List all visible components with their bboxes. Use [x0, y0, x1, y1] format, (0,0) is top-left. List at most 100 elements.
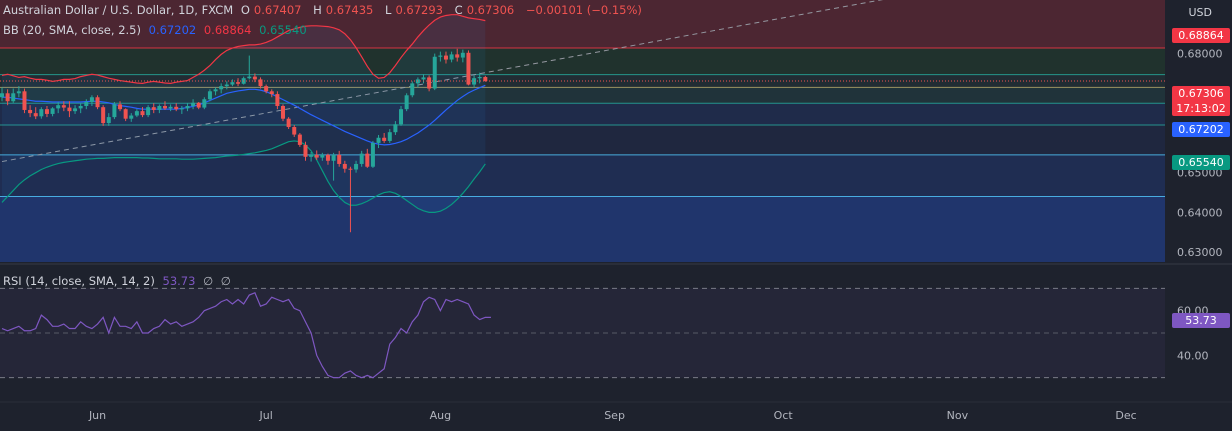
close-price-label: 0.67306 17:13:02	[1172, 86, 1230, 116]
candle	[359, 150, 364, 167]
candle	[404, 93, 409, 112]
high-label: H	[313, 3, 322, 17]
candle-body	[224, 84, 229, 87]
candle-body	[28, 109, 33, 114]
candle-body	[247, 76, 252, 79]
bb-legend[interactable]: BB (20, SMA, close, 2.5) 0.67202 0.68864…	[3, 23, 311, 37]
candle-body	[33, 113, 38, 117]
candle-body	[106, 117, 111, 124]
candle-body	[78, 105, 83, 109]
bb-basis-value: 0.67202	[148, 23, 197, 37]
candle	[247, 55, 252, 80]
candle-body	[427, 77, 432, 89]
candle-body	[320, 154, 325, 158]
candle-body	[286, 118, 291, 128]
candle-body	[376, 137, 381, 143]
candle	[56, 102, 61, 114]
ohlc-open: O 0.67407	[241, 3, 306, 17]
rsi-tick-label: 40.00	[1177, 349, 1209, 362]
candle	[314, 150, 319, 160]
candle-body	[365, 153, 370, 167]
change-value: −0.00101 (−0.15%)	[525, 3, 642, 17]
candle	[483, 75, 488, 82]
basis-price-label: 0.67202	[1172, 122, 1230, 137]
candle	[236, 78, 241, 87]
price-zone-1	[0, 48, 1165, 75]
candle	[134, 109, 139, 118]
candle	[286, 117, 291, 130]
rsi-legend[interactable]: RSI (14, close, SMA, 14, 2) 53.73 ∅ ∅	[3, 274, 235, 288]
candle	[196, 102, 201, 110]
candle-body	[213, 89, 218, 92]
candle	[16, 86, 21, 98]
candle	[264, 84, 269, 94]
candle-body	[151, 107, 156, 110]
candle	[230, 79, 235, 87]
candle	[213, 87, 218, 96]
low-value: 0.67293	[395, 3, 443, 17]
candle	[123, 108, 128, 122]
candle	[365, 148, 370, 168]
high-value: 0.67435	[325, 3, 374, 17]
candle	[151, 103, 156, 114]
time-tick-label: Sep	[604, 409, 625, 422]
candle-body	[112, 104, 117, 118]
candle	[354, 160, 359, 173]
candle-body	[359, 153, 364, 164]
rsi-value: 53.73	[162, 274, 196, 288]
candle-body	[348, 168, 353, 170]
ohlc-high: H 0.67435	[313, 3, 377, 17]
candle-body	[370, 142, 375, 167]
candle-body	[331, 154, 336, 161]
candle	[61, 101, 66, 112]
price-zone-5	[0, 125, 1165, 155]
candle-body	[207, 91, 212, 100]
candle-body	[179, 108, 184, 110]
candle-body	[84, 102, 89, 106]
candle	[427, 75, 432, 92]
candle-body	[354, 163, 359, 170]
bollinger-basis-line	[2, 84, 486, 146]
candle	[50, 107, 55, 117]
candle-body	[337, 154, 342, 164]
candle	[174, 103, 179, 112]
candle	[146, 105, 151, 118]
close-price-value: 0.67306	[1178, 87, 1224, 100]
candle-body	[219, 86, 224, 90]
candle-body	[281, 105, 285, 119]
candle-body	[466, 52, 471, 85]
candle-body	[22, 91, 27, 110]
candle-body	[39, 109, 44, 117]
candle-body	[410, 83, 415, 96]
price-zone-4	[0, 103, 1165, 126]
candle	[39, 107, 44, 119]
upper-band-price-label: 0.68864	[1172, 28, 1230, 43]
currency-label[interactable]: USD	[1188, 6, 1212, 19]
candle-body	[185, 105, 190, 109]
price-zone-0	[0, 0, 1165, 49]
candle-body	[61, 105, 66, 108]
time-tick-label: Jul	[258, 409, 272, 422]
candle	[84, 99, 89, 110]
candle-body	[168, 106, 173, 109]
candle	[303, 141, 308, 161]
candle	[67, 101, 72, 118]
candle-body	[174, 106, 179, 110]
symbol-name[interactable]: Australian Dollar / U.S. Dollar, 1D, FXC…	[3, 3, 234, 17]
candle-body	[11, 93, 16, 102]
time-tick-label: Dec	[1115, 409, 1136, 422]
rsi-label: RSI (14, close, SMA, 14, 2)	[3, 274, 155, 288]
time-tick-label: Aug	[430, 409, 451, 422]
price-zone-6	[0, 154, 1165, 197]
candle	[191, 99, 196, 110]
close-value: 0.67306	[466, 3, 515, 17]
candle	[224, 81, 229, 90]
candle	[89, 95, 94, 106]
candle-body	[297, 134, 302, 145]
candle-body	[460, 52, 465, 58]
bollinger-lower-line	[1, 140, 486, 213]
rsi-extra-2: ∅	[220, 274, 231, 288]
price-tick-label: 0.64000	[1177, 206, 1223, 219]
